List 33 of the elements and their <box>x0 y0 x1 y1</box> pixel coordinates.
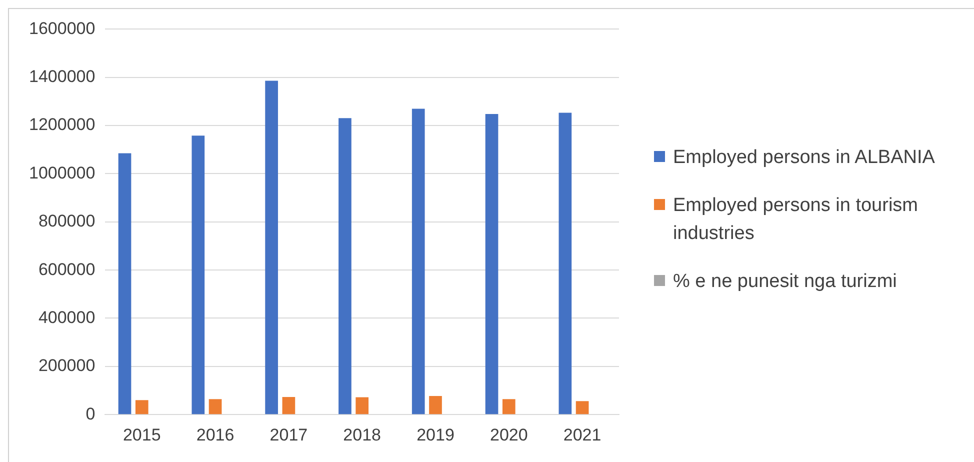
x-tick-label: 2015 <box>122 425 161 444</box>
y-tick-label: 400000 <box>38 308 96 327</box>
bar <box>558 112 572 414</box>
y-tick-label: 0 <box>86 404 96 424</box>
bar <box>429 396 442 414</box>
legend-label: Employed persons in tourism industries <box>673 194 919 246</box>
bar <box>576 401 589 414</box>
y-tick-label: 1000000 <box>28 163 96 182</box>
x-tick-label: 2017 <box>270 425 308 444</box>
x-tick-label: 2016 <box>196 425 234 444</box>
x-tick-label: 2018 <box>343 425 382 444</box>
bar <box>485 114 498 414</box>
bar <box>265 80 278 414</box>
bar <box>356 397 369 414</box>
bar <box>135 400 148 414</box>
bar <box>282 397 296 414</box>
bar <box>338 118 352 414</box>
y-tick-label: 200000 <box>38 356 96 376</box>
x-tick-label: 2021 <box>563 425 602 444</box>
legend-label: Employed persons in ALBANIA <box>673 146 935 170</box>
bar <box>192 136 205 414</box>
y-tick-label: 1400000 <box>28 67 96 86</box>
y-tick-label: 800000 <box>38 212 96 231</box>
y-tick-label: 1600000 <box>28 18 96 38</box>
y-tick-label: 600000 <box>38 260 96 279</box>
y-tick-label: 1200000 <box>28 115 96 134</box>
legend-label: % e ne punesit nga turizmi <box>673 270 897 294</box>
x-tick-label: 2020 <box>490 425 528 444</box>
x-tick-label: 2019 <box>416 425 454 444</box>
bar <box>502 399 516 414</box>
bar <box>208 399 222 414</box>
bar <box>412 108 425 414</box>
bar <box>118 153 132 414</box>
